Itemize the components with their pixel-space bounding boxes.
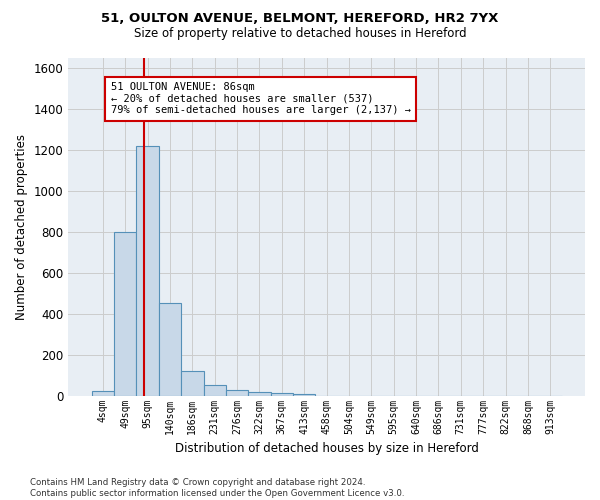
Text: 51, OULTON AVENUE, BELMONT, HEREFORD, HR2 7YX: 51, OULTON AVENUE, BELMONT, HEREFORD, HR… — [101, 12, 499, 26]
Text: 51 OULTON AVENUE: 86sqm
← 20% of detached houses are smaller (537)
79% of semi-d: 51 OULTON AVENUE: 86sqm ← 20% of detache… — [110, 82, 410, 116]
Bar — [293, 394, 316, 396]
Text: Size of property relative to detached houses in Hereford: Size of property relative to detached ho… — [134, 28, 466, 40]
X-axis label: Distribution of detached houses by size in Hereford: Distribution of detached houses by size … — [175, 442, 479, 455]
Bar — [181, 371, 203, 396]
Bar — [271, 392, 293, 396]
Bar — [248, 392, 271, 396]
Bar — [114, 232, 136, 396]
Bar — [136, 146, 159, 396]
Bar — [203, 386, 226, 396]
Bar — [226, 390, 248, 396]
Y-axis label: Number of detached properties: Number of detached properties — [15, 134, 28, 320]
Bar — [92, 390, 114, 396]
Text: Contains HM Land Registry data © Crown copyright and database right 2024.
Contai: Contains HM Land Registry data © Crown c… — [30, 478, 404, 498]
Bar — [159, 304, 181, 396]
